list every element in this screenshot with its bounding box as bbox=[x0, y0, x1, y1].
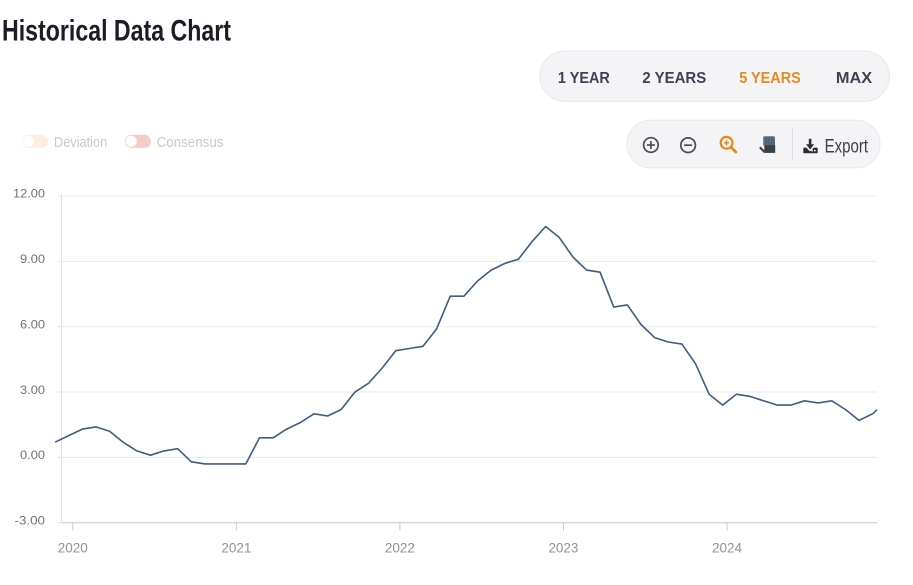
svg-text:2021: 2021 bbox=[221, 539, 251, 555]
svg-text:5 YEARS: 5 YEARS bbox=[739, 70, 801, 87]
svg-text:2020: 2020 bbox=[58, 539, 88, 555]
svg-text:MAX: MAX bbox=[836, 70, 873, 87]
svg-text:9.00: 9.00 bbox=[20, 252, 45, 266]
svg-text:1 YEAR: 1 YEAR bbox=[558, 70, 610, 87]
svg-text:2 YEARS: 2 YEARS bbox=[642, 70, 706, 87]
svg-text:2022: 2022 bbox=[385, 539, 415, 555]
svg-text:2024: 2024 bbox=[712, 539, 742, 555]
svg-text:Deviation: Deviation bbox=[54, 135, 107, 151]
svg-text:0.00: 0.00 bbox=[20, 448, 45, 462]
svg-text:3.00: 3.00 bbox=[20, 383, 45, 397]
svg-text:Export: Export bbox=[825, 137, 869, 158]
svg-text:Historical Data Chart: Historical Data Chart bbox=[2, 15, 231, 48]
svg-text:6.00: 6.00 bbox=[20, 317, 45, 331]
svg-text:2023: 2023 bbox=[548, 539, 578, 555]
svg-text:-3.00: -3.00 bbox=[15, 513, 46, 527]
svg-text:Consensus: Consensus bbox=[157, 135, 224, 151]
svg-text:12.00: 12.00 bbox=[13, 187, 45, 201]
